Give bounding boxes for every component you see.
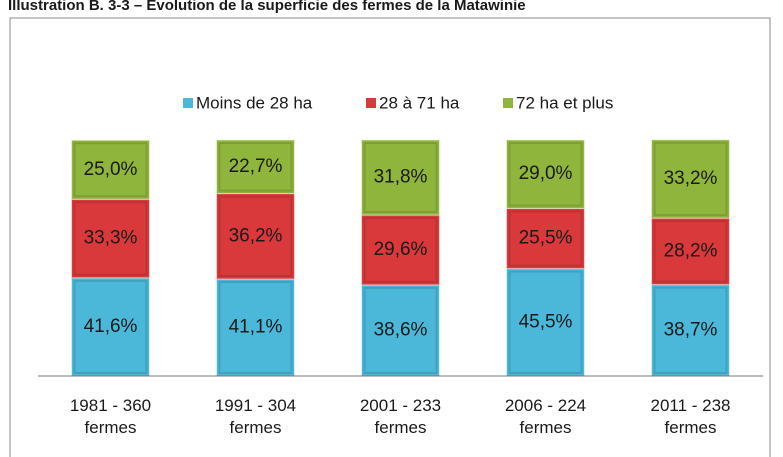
data-label: 22,7% xyxy=(229,156,283,177)
data-label: 28,2% xyxy=(664,240,718,261)
bar-bevel xyxy=(73,142,148,198)
x-tick-label: 1991 - 304 fermes xyxy=(214,396,297,437)
bar-segment xyxy=(506,268,585,377)
bar-segment xyxy=(651,284,730,377)
bar-bevel xyxy=(218,195,293,278)
bar-bevel xyxy=(653,220,728,283)
data-label: 25,5% xyxy=(519,228,573,249)
data-label: 38,7% xyxy=(664,319,718,340)
data-label: 33,3% xyxy=(84,228,138,249)
bar-bevel xyxy=(363,142,438,214)
data-label: 45,5% xyxy=(519,311,573,332)
x-tick-label: 1981 - 360 fermes xyxy=(69,396,152,437)
x-tick-label: 2006 - 224 fermes xyxy=(504,396,587,437)
bar-segment xyxy=(651,139,730,219)
legend-label: Moins de 28 ha xyxy=(196,93,313,112)
legend-label: 28 à 71 ha xyxy=(379,93,460,112)
bar-segment xyxy=(651,217,730,286)
bar-segment xyxy=(216,139,295,195)
bar-bevel xyxy=(653,141,728,217)
bar-bevel xyxy=(508,210,583,267)
legend-swatch xyxy=(503,98,513,108)
data-label: 36,2% xyxy=(229,225,283,246)
data-label: 41,6% xyxy=(84,316,138,337)
data-label: 31,8% xyxy=(374,167,428,188)
data-label: 33,2% xyxy=(664,168,718,189)
data-label: 41,1% xyxy=(229,317,283,338)
bar-segment xyxy=(506,139,585,209)
bar-bevel xyxy=(218,281,293,374)
legend-swatch xyxy=(366,98,376,108)
data-label: 29,6% xyxy=(374,239,428,260)
bar-bevel xyxy=(363,286,438,374)
legend-swatch xyxy=(183,98,193,108)
bar-bevel xyxy=(73,279,148,375)
chart-title: Illustration B. 3-3 – Évolution de la su… xyxy=(8,0,526,14)
bar-bevel xyxy=(508,142,583,207)
data-label: 29,0% xyxy=(519,163,573,184)
bar-bevel xyxy=(508,270,583,374)
bar-segment xyxy=(71,139,150,200)
data-label: 38,6% xyxy=(374,319,428,340)
bar-segment xyxy=(361,139,440,216)
bar-segment xyxy=(506,207,585,270)
bar-bevel xyxy=(73,201,148,276)
x-tick-label: 2011 - 238 fermes xyxy=(650,396,731,437)
bar-segment xyxy=(361,214,440,286)
bar-segment xyxy=(216,278,295,377)
bar-bevel xyxy=(363,217,438,283)
bar-bevel xyxy=(218,142,293,192)
bar-segment xyxy=(71,277,150,377)
legend-label: 72 ha et plus xyxy=(516,93,613,112)
x-tick-label: 2001 - 233 fermes xyxy=(359,396,442,437)
bar-segment xyxy=(361,284,440,377)
data-label: 25,0% xyxy=(84,159,138,180)
bar-bevel xyxy=(653,286,728,374)
